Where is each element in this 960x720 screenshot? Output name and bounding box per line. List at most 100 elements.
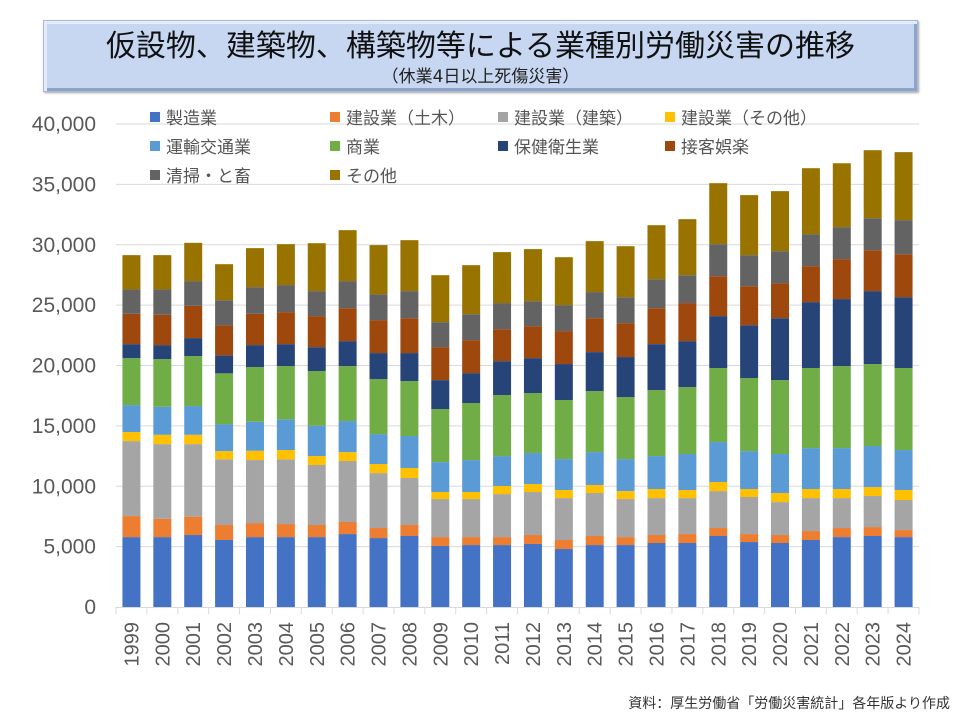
y-tick-label: 20,000	[32, 355, 96, 378]
bar-segment-6	[832, 299, 851, 367]
bar-segment-4	[307, 425, 326, 457]
bar-stack-2024	[894, 152, 913, 607]
bar-segment-5	[647, 390, 666, 457]
bar-segment-1	[369, 528, 388, 539]
bar-stack-2002	[215, 264, 234, 607]
bar-segment-6	[307, 347, 326, 372]
bar-segment-3	[863, 487, 882, 497]
bar-stack-2021	[801, 168, 820, 607]
bar-segment-2	[431, 499, 450, 538]
bar-segment-2	[276, 459, 295, 525]
bar-segment-7	[184, 305, 203, 339]
bar-segment-9	[554, 257, 573, 306]
bar-segment-0	[647, 543, 666, 607]
y-tick-label: 25,000	[32, 294, 96, 317]
bar-segment-5	[863, 364, 882, 447]
bar-segment-6	[894, 297, 913, 369]
legend-label: 建設業（土木）	[346, 109, 465, 129]
bar-segment-0	[771, 543, 790, 607]
bar-segment-3	[307, 456, 326, 465]
y-tick-label: 35,000	[32, 173, 96, 196]
bar-segment-1	[184, 516, 203, 536]
bar-segment-2	[678, 498, 697, 535]
legend-swatch	[498, 141, 508, 151]
bar-segment-6	[462, 373, 481, 404]
bar-segment-0	[863, 535, 882, 607]
bar-segment-1	[678, 534, 697, 544]
bar-segment-9	[863, 150, 882, 219]
bar-segment-3	[462, 492, 481, 500]
legend-item: 製造業	[150, 108, 217, 130]
bar-stack-2010	[462, 265, 481, 607]
bar-segment-9	[369, 245, 388, 295]
bar-segment-2	[585, 493, 604, 536]
bar-segment-3	[616, 491, 635, 500]
bar-segment-7	[462, 340, 481, 374]
bar-segment-1	[523, 535, 542, 544]
bar-stack-2001	[184, 242, 203, 607]
bar-segment-5	[369, 379, 388, 435]
bar-segment-1	[245, 523, 264, 538]
source-note: 資料：厚生労働省「労働災害統計」各年版より作成	[628, 696, 950, 712]
bar-segment-0	[184, 535, 203, 607]
bar-segment-6	[678, 341, 697, 388]
bar-segment-4	[400, 436, 419, 469]
bar-segment-6	[122, 344, 141, 359]
x-tick-label: 2009	[430, 622, 452, 667]
bar-segment-6	[215, 355, 234, 374]
bar-segment-0	[400, 535, 419, 607]
x-tick-label: 2019	[739, 622, 761, 667]
bar-segment-5	[801, 368, 820, 449]
bar-segment-1	[307, 525, 326, 538]
bar-segment-4	[585, 452, 604, 486]
bar-segment-5	[338, 366, 357, 422]
y-tick-label: 15,000	[32, 415, 96, 438]
bar-segment-9	[215, 264, 234, 301]
bar-segment-1	[153, 518, 172, 538]
legend-item: 清掃・と畜	[150, 166, 251, 188]
bar-segment-0	[894, 537, 913, 607]
bar-segment-7	[369, 320, 388, 354]
bar-segment-7	[678, 303, 697, 342]
x-tick-label: 2018	[708, 622, 730, 667]
bar-segment-1	[771, 535, 790, 544]
bar-segment-7	[585, 318, 604, 353]
bar-segment-8	[307, 291, 326, 317]
y-tick-label: 30,000	[32, 234, 96, 257]
bar-segment-4	[338, 421, 357, 453]
bar-segment-7	[616, 323, 635, 358]
bar-stack-2020	[771, 191, 790, 607]
bar-segment-6	[585, 352, 604, 392]
x-tick-label: 2001	[183, 622, 205, 667]
x-tick-label: 2008	[399, 622, 421, 667]
bar-segment-2	[245, 460, 264, 524]
bar-segment-9	[122, 255, 141, 290]
bar-segment-4	[554, 459, 573, 490]
x-tick-label: 2005	[307, 622, 329, 667]
bar-segment-2	[215, 459, 234, 526]
x-tick-label: 2010	[461, 622, 483, 667]
x-tick-label: 2014	[585, 622, 607, 667]
bar-segment-6	[554, 364, 573, 401]
bar-segment-3	[894, 489, 913, 501]
bar-segment-3	[771, 493, 790, 503]
bar-segment-8	[153, 289, 172, 315]
bar-segment-0	[153, 537, 172, 607]
bar-segment-3	[801, 489, 820, 499]
bar-segment-5	[493, 395, 512, 457]
bar-segment-5	[709, 368, 728, 443]
bar-segment-4	[771, 454, 790, 494]
bar-segment-4	[863, 446, 882, 488]
bar-segment-0	[585, 545, 604, 607]
bar-segment-3	[493, 486, 512, 495]
bar-segment-8	[616, 297, 635, 324]
bar-segment-1	[276, 524, 295, 538]
bar-segment-1	[554, 539, 573, 550]
bar-segment-4	[647, 456, 666, 490]
chart-title: 仮設物、建築物、構築物等による業種別労働災害の推移	[105, 29, 856, 64]
bar-segment-5	[616, 397, 635, 460]
legend-swatch	[665, 141, 675, 151]
bar-segment-7	[276, 312, 295, 345]
bar-segment-2	[709, 491, 728, 529]
bar-segment-2	[369, 473, 388, 529]
